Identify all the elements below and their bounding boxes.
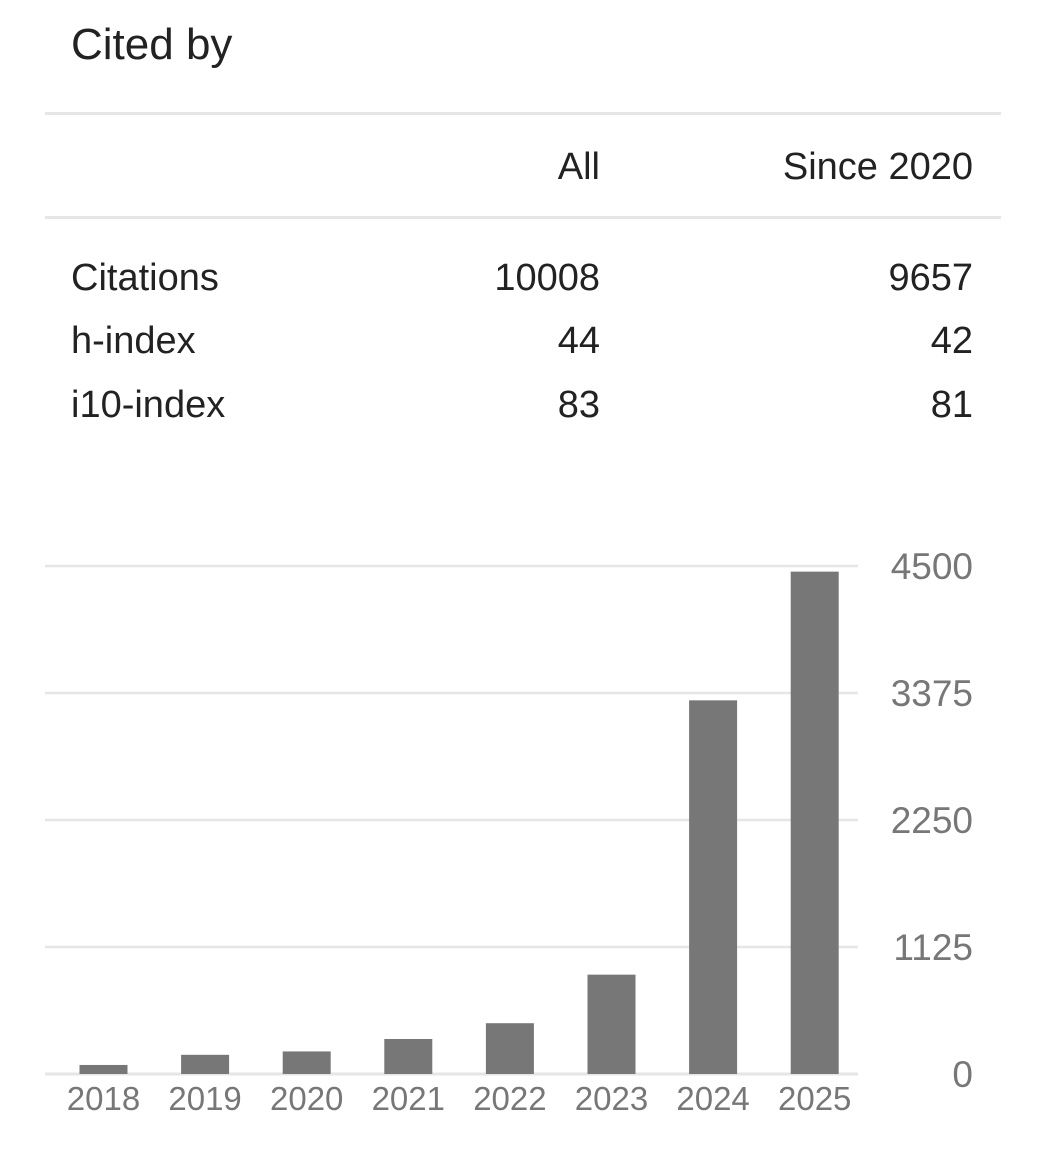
bar-2019[interactable] (181, 1054, 230, 1074)
y-tick-label-3375: 3375 (891, 673, 973, 714)
x-tick-label-2020: 2020 (270, 1080, 343, 1117)
column-header-since: Since 2020 (782, 146, 973, 188)
bar-2024[interactable] (689, 700, 738, 1074)
row-label-i10-index: i10-index (71, 384, 226, 426)
x-tick-label-2022: 2022 (473, 1080, 546, 1117)
bar-2023[interactable] (587, 974, 636, 1074)
i10-index-since-value: 81 (930, 384, 973, 426)
bar-2022[interactable] (485, 1023, 534, 1074)
y-tick-label-0: 0 (952, 1054, 973, 1095)
x-tick-label-2025: 2025 (778, 1080, 851, 1117)
h-index-since-value: 42 (930, 320, 973, 362)
bar-2021[interactable] (384, 1039, 433, 1074)
row-label-h-index: h-index (71, 320, 196, 362)
y-tick-label-4500: 4500 (891, 546, 973, 587)
bars (79, 571, 839, 1074)
x-tick-label-2018: 2018 (67, 1080, 140, 1117)
table-top-divider (45, 112, 1001, 115)
h-index-all-value: 44 (557, 320, 600, 362)
bar-2025[interactable] (790, 571, 839, 1074)
x-tick-label-2021: 2021 (372, 1080, 445, 1117)
x-tick-label-2019: 2019 (168, 1080, 241, 1117)
cited-by-title: Cited by (71, 20, 233, 69)
y-tick-label-2250: 2250 (891, 800, 973, 841)
x-tick-label-2024: 2024 (676, 1080, 749, 1117)
bar-2020[interactable] (282, 1051, 331, 1074)
citations-all-value: 10008 (494, 257, 600, 299)
x-axis-tick-labels: 2018 2019 2020 2021 2022 2023 2024 2025 (67, 1080, 852, 1117)
y-axis-tick-labels: 0 1125 2250 3375 4500 (891, 546, 973, 1095)
bar-2018[interactable] (79, 1064, 128, 1074)
column-header-all: All (557, 146, 600, 188)
table-header-divider (45, 216, 1001, 219)
i10-index-all-value: 83 (557, 384, 600, 426)
citations-since-value: 9657 (888, 257, 973, 299)
row-label-citations: Citations (71, 257, 219, 299)
y-tick-label-1125: 1125 (893, 927, 973, 968)
x-tick-label-2023: 2023 (575, 1080, 648, 1117)
